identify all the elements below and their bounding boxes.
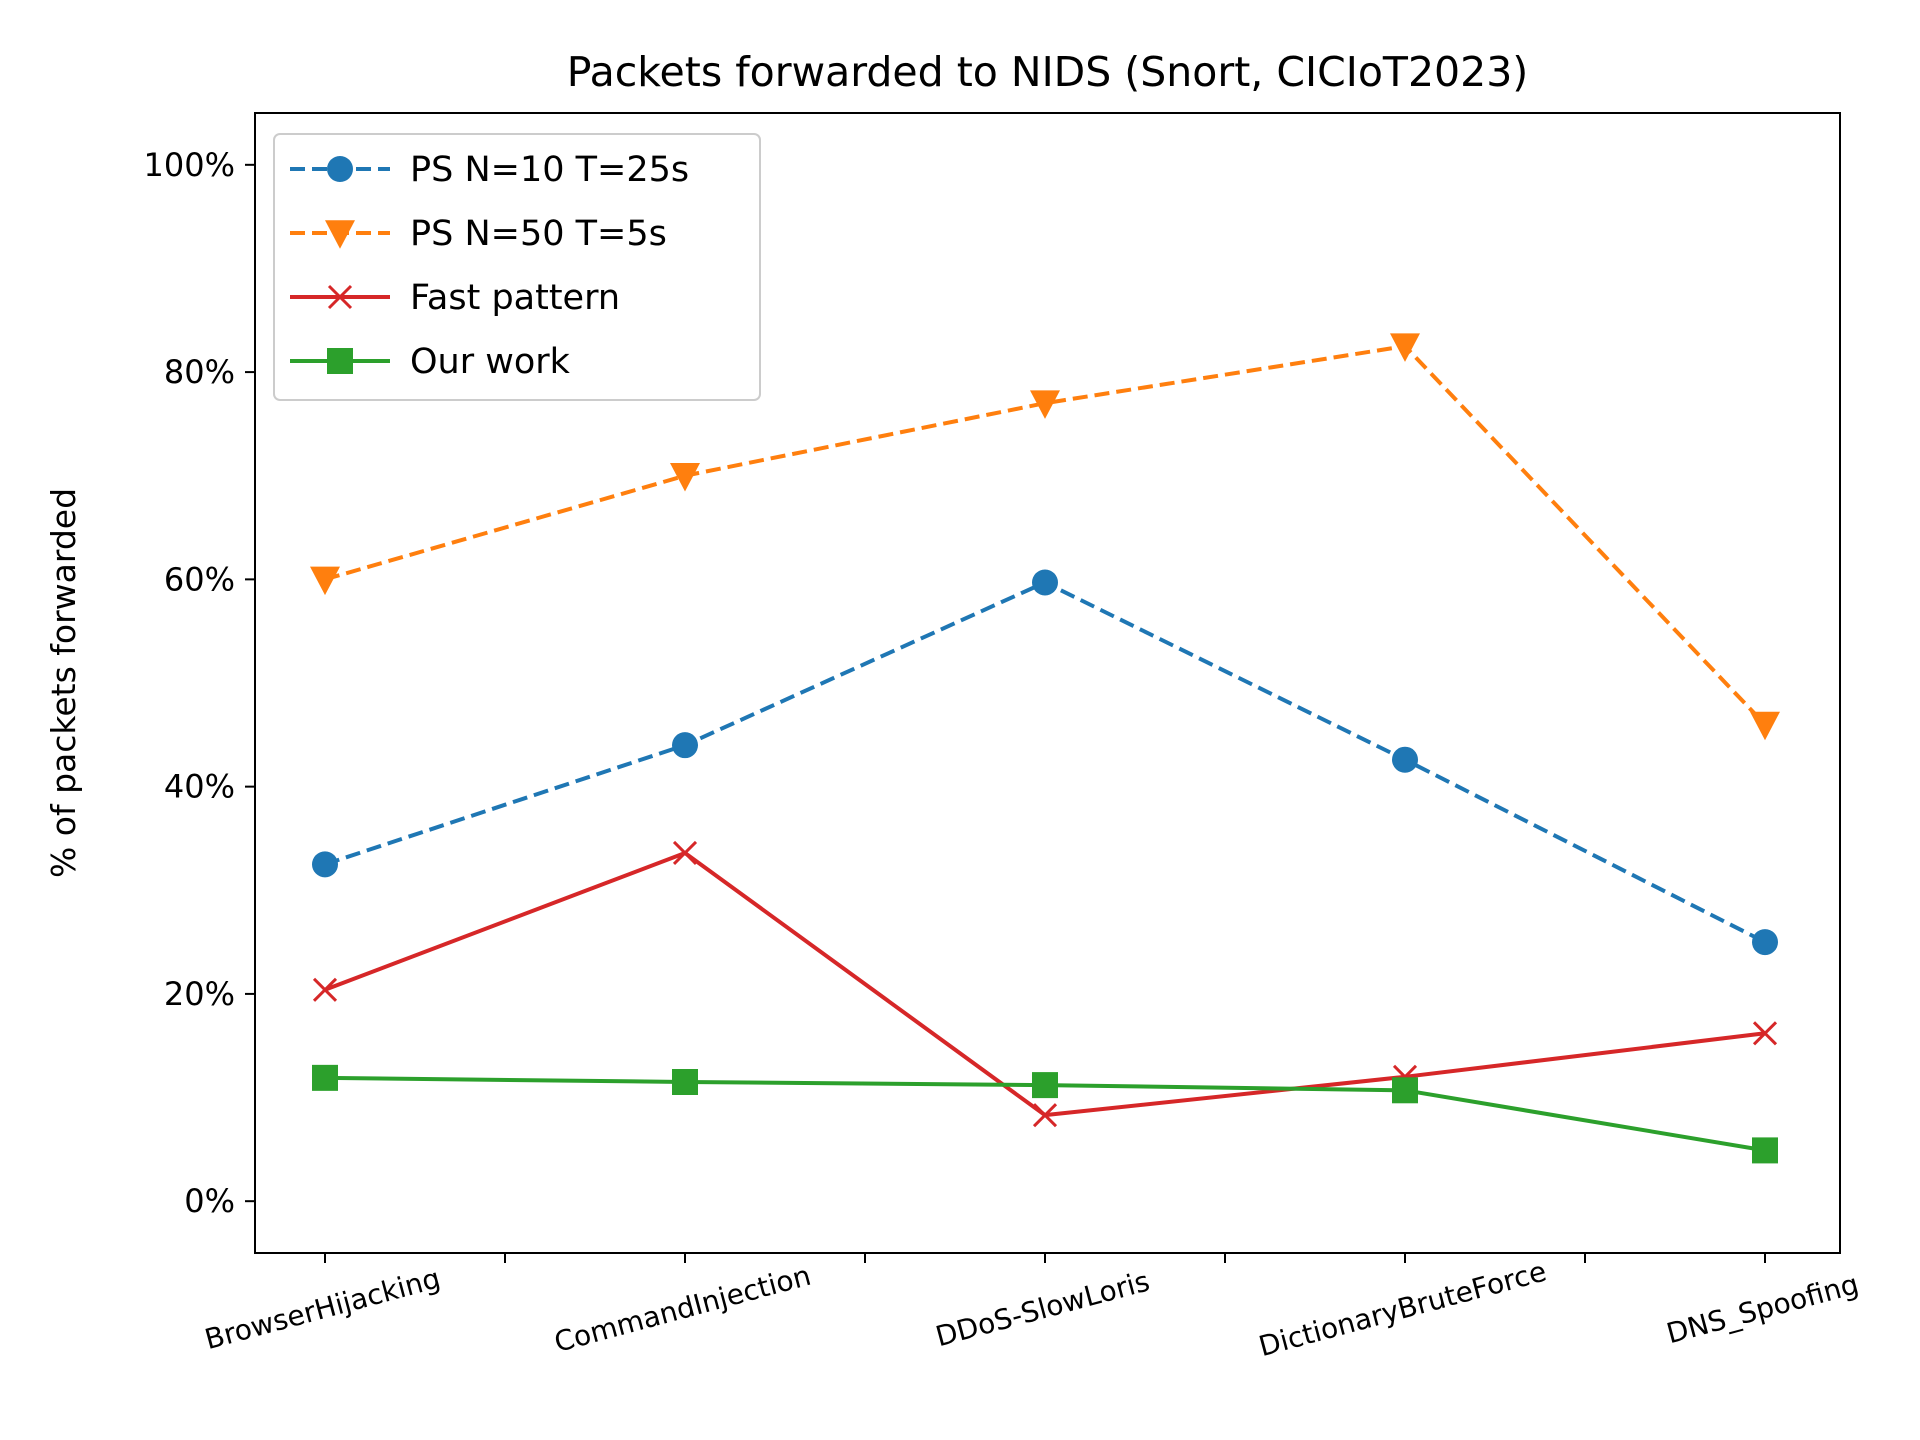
legend-entry: PS N=10 T=25s	[290, 150, 689, 190]
legend-entry: PS N=50 T=5s	[290, 214, 667, 254]
data-point	[1030, 390, 1060, 419]
legend-marker	[327, 284, 353, 310]
data-point	[1032, 1072, 1058, 1099]
legend-marker	[325, 220, 355, 249]
data-point	[1752, 1137, 1778, 1164]
y-tick-label: 60%	[164, 560, 235, 598]
data-point	[312, 851, 338, 878]
data-point	[1392, 746, 1418, 773]
chart-title: Packets forwarded to NIDS (Snort, CICIoT…	[567, 48, 1529, 96]
y-axis-label: % of packets forwarded	[44, 488, 83, 878]
legend-label: PS N=50 T=5s	[410, 214, 667, 254]
series-our-work	[312, 1064, 1778, 1164]
legend-label: PS N=10 T=25s	[410, 150, 689, 190]
legend-marker	[327, 156, 353, 182]
legend: PS N=10 T=25s PS N=50 T=5s Fast pattern Our…	[273, 133, 761, 401]
data-point	[1752, 929, 1778, 956]
series-layer	[310, 333, 1780, 1164]
data-point	[1750, 711, 1780, 741]
data-point	[1390, 333, 1420, 362]
data-point	[312, 1064, 338, 1091]
data-point	[670, 462, 700, 492]
legend-entry: Our work	[290, 342, 571, 382]
data-point	[1752, 1021, 1778, 1046]
y-tick-label: 0%	[184, 1182, 235, 1220]
legend-entry: Fast pattern	[290, 278, 620, 318]
data-point	[312, 977, 338, 1002]
data-point	[672, 1069, 698, 1095]
legend-label: Fast pattern	[410, 278, 620, 318]
y-tick-label: 40%	[164, 768, 235, 806]
series-ps-n-50-t-5s	[310, 333, 1780, 741]
data-point	[1032, 569, 1058, 596]
series-line	[324, 344, 1767, 726]
legend-marker	[327, 348, 353, 374]
data-point	[1392, 1077, 1418, 1104]
legend-label: Our work	[410, 342, 571, 382]
y-tick-label: 20%	[164, 975, 235, 1013]
data-point	[672, 840, 698, 866]
data-point	[1032, 1103, 1058, 1128]
y-tick-label: 80%	[164, 353, 235, 391]
data-point	[310, 566, 340, 596]
plot-frame	[254, 112, 1841, 1254]
data-point	[672, 732, 698, 759]
series-ps-n-10-t-25s	[312, 569, 1778, 956]
legend-box	[273, 133, 761, 401]
y-tick-label: 100%	[144, 146, 235, 184]
